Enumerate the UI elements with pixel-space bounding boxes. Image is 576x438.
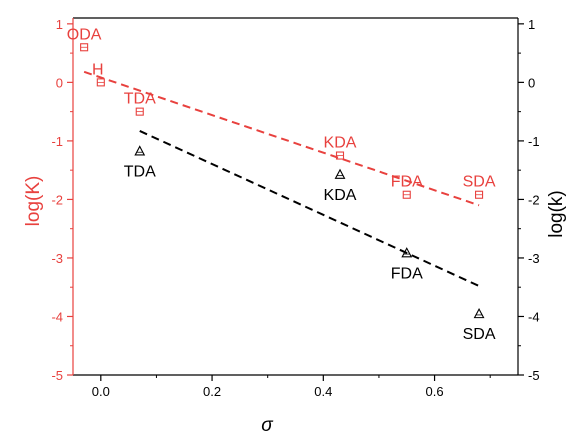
point-label: KDA [324,135,357,152]
point-label: ODA [67,26,102,43]
y-right-tick-label: 1 [528,17,535,32]
point-labels: ODA H TDA KDA FDA SDA TDA KDA FDA SDA [67,26,496,343]
triangle-marker-outline [473,307,485,319]
y-left-tick-label: -5 [51,368,63,383]
y-right-tick-label: -3 [528,251,540,266]
point-label: TDA [124,91,156,108]
y-left-tick-label: -3 [51,251,63,266]
y-right-tick-label: -4 [528,309,540,324]
data-markers [80,43,485,319]
y-right-tick-label: -5 [528,368,540,383]
fit-line-right [139,130,480,287]
square-marker [135,107,144,116]
x-tick-label: 0.4 [314,384,332,399]
triangle-marker-outline [334,168,346,179]
point-label: SDA [463,326,496,343]
axis-ticks: 0.0 0.2 0.4 0.6 1 0 -1 -2 -3 -4 -5 1 0 -1 -2 -3 -4 -5 [51,17,539,399]
y-left-tick-label: -1 [51,134,63,149]
triangle-marker [401,247,413,258]
y-right-tick-label: -2 [528,192,540,207]
y-left-tick-label: -4 [51,309,63,324]
point-label: H [92,61,104,78]
square-marker [402,190,411,199]
y-right-axis-title: log(k) [546,190,567,238]
x-tick-label: 0.0 [92,384,110,399]
y-left-tick-label: 1 [56,17,63,32]
point-label: FDA [391,265,423,282]
square-marker [96,78,105,87]
fit-line-left [83,70,480,207]
triangle-marker [334,168,346,179]
point-label: SDA [463,174,496,191]
triangle-marker [473,307,485,319]
y-left-axis-title: log(K) [23,176,44,227]
x-tick-label: 0.2 [203,384,221,399]
square-marker [475,190,484,199]
point-label: TDA [124,163,156,180]
y-right-tick-label: 0 [528,75,535,90]
x-tick-label: 0.6 [426,384,444,399]
y-left-tick-label: -2 [51,192,63,207]
triangle-marker-outline [134,145,146,156]
y-left-tick-label: 0 [56,75,63,90]
fit-lines [83,70,480,287]
point-label: KDA [324,187,357,204]
x-axis-title: σ [261,415,274,436]
point-label: FDA [391,174,423,191]
square-marker [80,43,89,52]
triangle-marker-outline [401,247,413,258]
plot-frame [72,17,519,376]
triangle-marker [134,145,146,156]
y-right-tick-label: -1 [528,134,540,149]
square-marker [335,151,345,160]
